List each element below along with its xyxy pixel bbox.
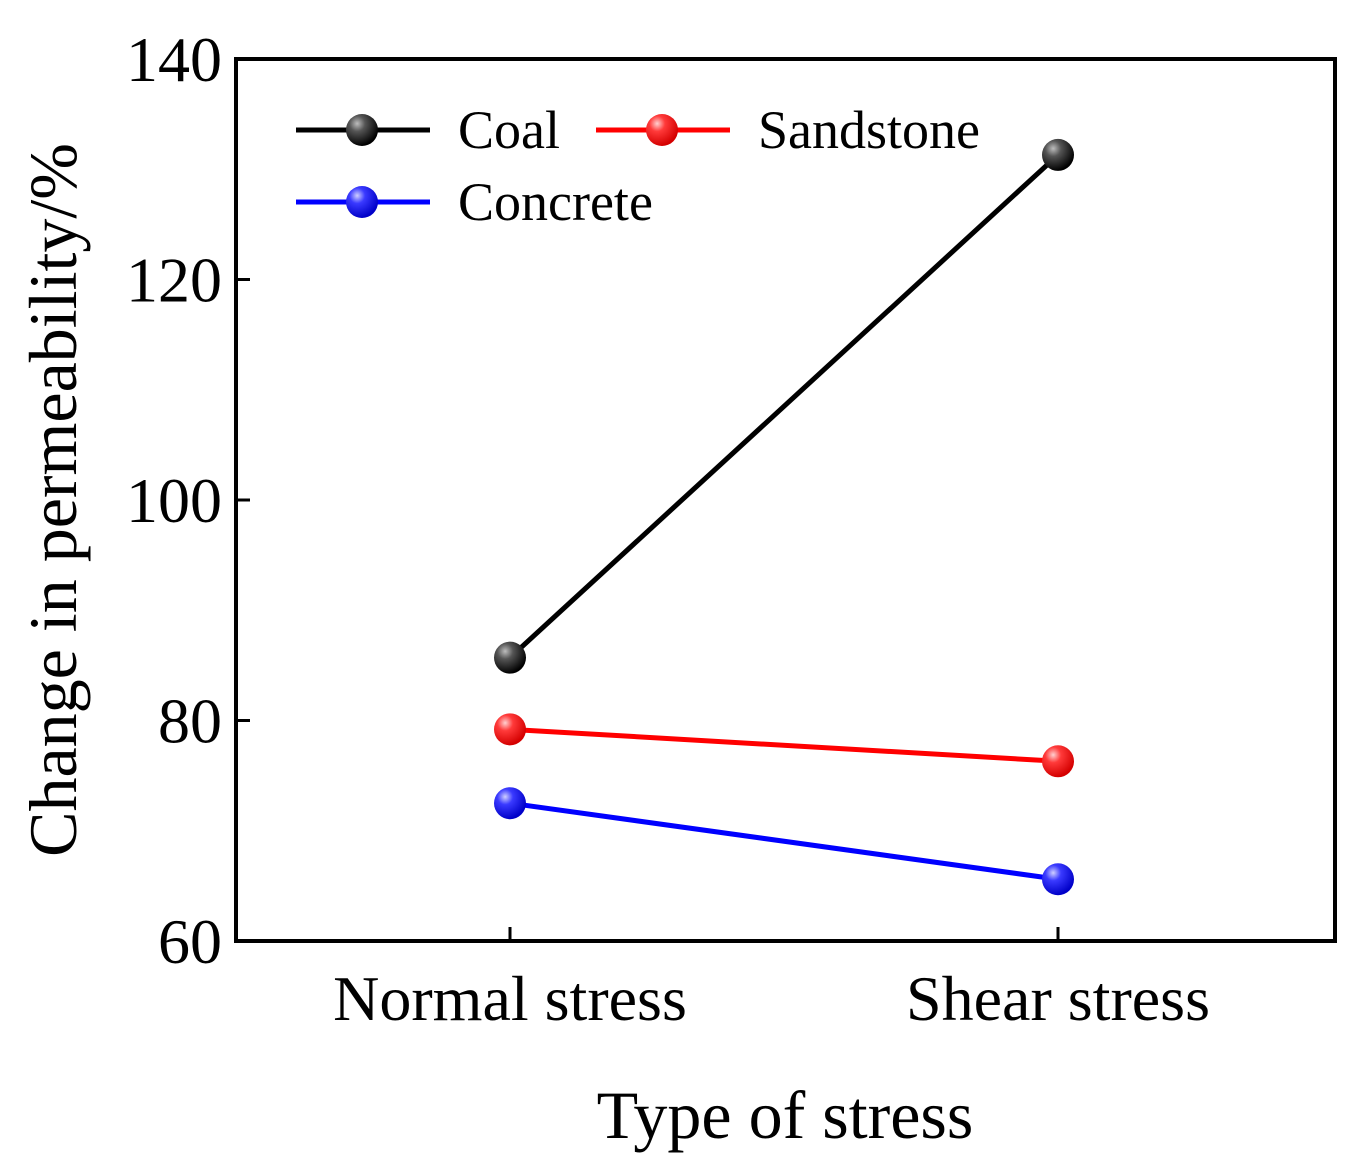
y-tick-label: 60: [158, 906, 222, 977]
data-point-sandstone: [1042, 745, 1074, 778]
legend-swatch-marker: [346, 186, 378, 218]
series-line-coal: [508, 153, 1060, 660]
y-tick-label: 140: [126, 24, 222, 95]
legend: Coal Sandstone Concrete: [296, 100, 980, 232]
data-point-coal: [494, 641, 526, 674]
legend-item-coal: Coal: [296, 100, 560, 160]
legend-label: Sandstone: [758, 100, 980, 160]
data-point-sandstone: [494, 713, 526, 746]
legend-item-sandstone: Sandstone: [596, 100, 980, 160]
x-tick-label: Normal stress: [333, 963, 687, 1034]
y-tick-label: 80: [158, 686, 222, 757]
legend-swatch-marker: [646, 114, 678, 146]
plot-frame: [234, 57, 1337, 943]
legend-swatch-marker: [346, 114, 378, 146]
data-point-concrete: [1042, 863, 1074, 896]
legend-item-concrete: Concrete: [296, 172, 653, 232]
x-tick-label: Shear stress: [906, 963, 1210, 1034]
y-axis-ticks: 60 80 100 120 140: [126, 24, 250, 977]
y-axis-title: Change in permeability/%: [15, 143, 91, 857]
y-tick-label: 120: [126, 245, 222, 316]
series-layer: [494, 138, 1074, 896]
x-axis-ticks: Normal stress Shear stress: [333, 927, 1210, 1034]
legend-label: Coal: [458, 100, 560, 160]
data-point-concrete: [494, 787, 526, 820]
legend-label: Concrete: [458, 172, 653, 232]
data-point-coal: [1042, 138, 1074, 171]
series-line-sandstone: [509, 726, 1059, 764]
y-tick-label: 100: [126, 465, 222, 536]
series-line-concrete: [509, 800, 1059, 882]
x-axis-title: Type of stress: [597, 1077, 974, 1153]
